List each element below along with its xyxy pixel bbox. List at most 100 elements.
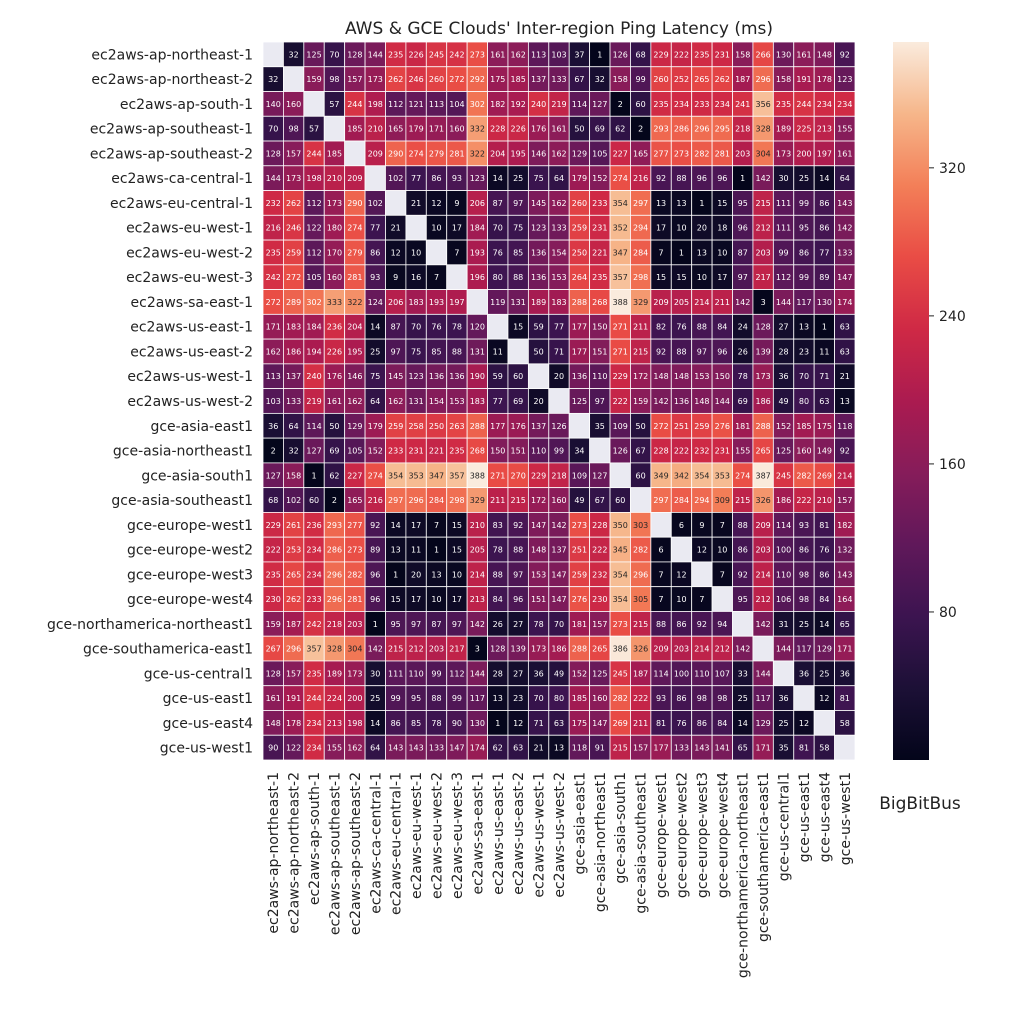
cell-value-label: 213 (817, 125, 832, 134)
row-tick-label: ec2aws-ap-southeast-2 (90, 146, 253, 162)
cell-value-label: 89 (819, 273, 829, 282)
cell-value-label: 97 (391, 347, 401, 356)
cell-value-label: 240 (306, 372, 321, 381)
cell-value-label: 177 (653, 744, 668, 753)
cell-value-label: 165 (388, 125, 403, 134)
cell-value-label: 244 (306, 694, 321, 703)
cell-value-label: 274 (368, 471, 383, 480)
cell-value-label: 143 (837, 199, 852, 208)
cell-value-label: 71 (533, 719, 543, 728)
row-tick-label: ec2aws-ca-central-1 (111, 171, 253, 187)
cell-value-label: 131 (470, 347, 485, 356)
cell-value-label: 123 (408, 372, 423, 381)
cell-value-label: 262 (286, 595, 301, 604)
cell-value-label: 25 (738, 694, 748, 703)
heatmap-cell (303, 91, 325, 117)
cell-value-label: 217 (755, 273, 770, 282)
cell-value-label: 288 (755, 422, 770, 431)
cell-value-label: 150 (490, 447, 505, 456)
cell-value-label: 326 (633, 645, 648, 654)
cell-value-label: 15 (676, 273, 686, 282)
cell-value-label: 105 (592, 149, 607, 158)
cell-value-label: 125 (572, 397, 587, 406)
cell-value-label: 85 (411, 719, 421, 728)
cell-value-label: 71 (554, 347, 564, 356)
cell-value-label: 153 (531, 570, 546, 579)
cell-value-label: 268 (592, 298, 607, 307)
row-tick-label: gce-asia-east1 (150, 419, 253, 435)
cell-value-label: 117 (796, 298, 811, 307)
cell-value-label: 50 (533, 347, 543, 356)
cell-value-label: 17 (452, 224, 462, 233)
cell-value-label: 13 (840, 397, 850, 406)
cell-value-label: 1 (373, 620, 378, 629)
cell-value-label: 218 (735, 125, 750, 134)
cell-value-label: 221 (429, 447, 444, 456)
cell-value-label: 164 (837, 595, 852, 604)
cell-value-label: 10 (431, 595, 441, 604)
row-tick-label: ec2aws-eu-central-1 (110, 196, 253, 212)
cell-value-label: 84 (717, 719, 727, 728)
cell-value-label: 233 (694, 100, 709, 109)
cell-value-label: 76 (676, 323, 686, 332)
cell-value-label: 284 (633, 248, 648, 257)
cell-value-label: 229 (531, 471, 546, 480)
cell-value-label: 148 (817, 50, 832, 59)
column-tick-label: ec2aws-ap-south-1 (307, 772, 323, 905)
cell-value-label: 62 (493, 744, 503, 753)
cell-value-label: 322 (470, 149, 485, 158)
cell-value-label: 58 (840, 719, 850, 728)
cell-value-label: 155 (837, 125, 852, 134)
cell-value-label: 187 (633, 669, 648, 678)
heatmap-cell (527, 363, 550, 390)
heatmap-cell (425, 239, 448, 266)
cell-value-label: 228 (592, 521, 607, 530)
cell-value-label: 122 (306, 224, 321, 233)
cell-value-label: 110 (592, 372, 607, 381)
cell-value-label: 147 (551, 570, 566, 579)
cell-value-label: 227 (613, 149, 628, 158)
cell-value-label: 258 (408, 422, 423, 431)
cell-value-label: 236 (327, 323, 342, 332)
cell-value-label: 158 (735, 50, 750, 59)
heatmap-cell (732, 611, 754, 637)
cell-value-label: 64 (370, 397, 380, 406)
cell-value-label: 354 (613, 570, 628, 579)
cell-value-label: 144 (776, 298, 791, 307)
cell-value-label: 176 (327, 372, 342, 381)
cell-value-label: 136 (531, 248, 546, 257)
cell-value-label: 186 (776, 496, 791, 505)
cell-value-label: 298 (633, 273, 648, 282)
cell-value-label: 293 (653, 125, 668, 134)
cell-value-label: 155 (327, 744, 342, 753)
cell-value-label: 304 (347, 645, 362, 654)
row-tick-label: gce-asia-southeast1 (111, 493, 253, 509)
cell-value-label: 130 (470, 719, 485, 728)
heatmap-cell (283, 66, 305, 92)
cell-value-label: 162 (347, 397, 362, 406)
cell-value-label: 241 (735, 100, 750, 109)
row-tick-label: ec2aws-ap-southeast-1 (90, 122, 253, 138)
cell-value-label: 147 (837, 273, 852, 282)
column-tick-label: ec2aws-eu-central-1 (389, 772, 405, 915)
heatmap-cell (487, 313, 509, 340)
row-tick-label: gce-europe-west3 (127, 567, 253, 583)
row-tick-label: gce-northamerica-northeast1 (47, 617, 253, 633)
cell-value-label: 329 (633, 298, 648, 307)
cell-value-label: 269 (817, 471, 832, 480)
cell-value-label: 81 (840, 694, 850, 703)
cell-value-label: 69 (513, 397, 523, 406)
cell-value-label: 181 (735, 422, 750, 431)
cell-value-label: 272 (266, 298, 281, 307)
row-tick-label: gce-europe-west1 (127, 518, 253, 534)
cell-value-label: 23 (799, 347, 809, 356)
cell-value-label: 92 (738, 570, 748, 579)
cell-value-label: 70 (533, 694, 543, 703)
cell-value-label: 296 (408, 496, 423, 505)
cell-value-label: 92 (697, 620, 707, 629)
cell-value-label: 31 (778, 620, 788, 629)
cell-value-label: 235 (694, 50, 709, 59)
cell-value-label: 112 (388, 100, 403, 109)
cell-value-label: 25 (370, 694, 380, 703)
cell-value-label: 75 (533, 174, 543, 183)
